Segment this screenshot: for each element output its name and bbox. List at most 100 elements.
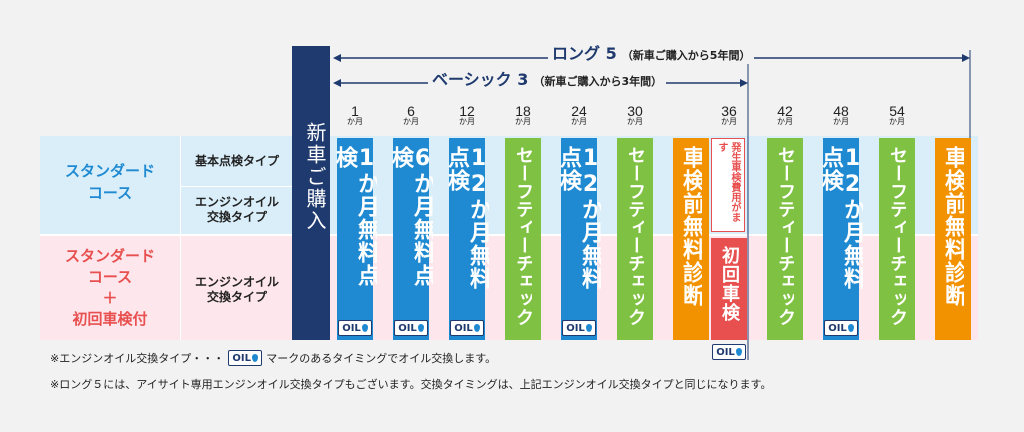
month-unit: か月 [403,117,419,126]
oil-drop-icon [252,354,259,362]
month-number: 12 [459,103,475,119]
inspection-fee-box: 発生車検費用がます [711,138,745,232]
oil-drop-icon [735,348,742,356]
standard-course-label: スタンダード コース [64,162,155,202]
service-column: 車検前無料診断 [673,138,709,340]
oil-drop-icon [473,324,480,332]
oil-drop-icon [847,324,854,332]
service-label: 車検前無料診断 [680,146,702,307]
oil-mark-legend: OIL [228,350,263,366]
month-number: 42 [777,103,793,119]
oil-badge-text: OIL [454,322,473,334]
service-label: セーフティーチェック [776,146,794,326]
month-unit: か月 [347,117,363,126]
long5-title-text: ロング 5 [552,44,617,63]
service-label: 12か月無料点検 [819,146,863,290]
service-label: 1か月無料点検 [333,146,377,287]
month-marker: 36 か月 [709,104,749,126]
month-marker: 30 か月 [615,104,655,126]
service-label: 6か月無料点検 [389,146,433,287]
service-label: 初回車検 [719,246,740,322]
month-marker: 12 か月 [447,104,487,126]
service-label: セーフティーチェック [514,146,532,326]
oil-change-badge: OIL [394,320,428,336]
basic3-arrow-left [333,79,341,87]
month-unit: か月 [833,117,849,126]
long5-arrow-left [333,54,341,62]
new-car-purchase-column [292,46,330,340]
month-number: 36 [721,103,737,119]
month-unit: か月 [515,117,531,126]
oil-change-badge: OIL [338,320,372,336]
service-column: 6か月無料点検 [389,138,433,340]
service-column: 12か月無料点検 [557,138,601,340]
basic3-subtitle: （新車ご購入から3年間） [533,75,663,88]
month-marker: 18 か月 [503,104,543,126]
month-number: 54 [889,103,905,119]
engine-oil-type-label-1: エンジンオイル 交換タイプ [194,195,279,224]
long5-arrow-right [962,54,970,62]
service-column: 12か月無料点検 [819,138,863,340]
service-column: セーフティーチェック [617,138,653,340]
month-marker: 6 か月 [391,104,431,126]
oil-drop-icon [361,324,368,332]
month-marker: 24 か月 [559,104,599,126]
oil-drop-icon [585,324,592,332]
long5-title: ロング 5 （新車ご購入から5年間） [548,40,755,64]
month-unit: か月 [459,117,475,126]
service-column: 初回車検 [711,238,747,340]
month-unit: か月 [571,117,587,126]
oil-badge-text: OIL [828,322,847,334]
long5-subtitle: （新車ご購入から5年間） [621,49,751,62]
basic3-title: ベーシック 3 （新車ご購入から3年間） [428,66,667,90]
oil-badge-text: OIL [398,322,417,334]
inspection-fee-text: 発生車検費用がます [716,142,740,222]
oil-badge-text: OIL [566,322,585,334]
note-eyesight-oil: ※ロング５には、アイサイト専用エンジンオイル交換タイプもございます。交換タイミン… [50,378,772,391]
month-unit: か月 [627,117,643,126]
service-label: 12か月無料点検 [445,146,489,290]
service-column: 1か月無料点検 [333,138,377,340]
subrow-divider [180,186,292,187]
oil-badge-text: OIL [342,322,361,334]
oil-mark-legend-text: OIL [232,352,252,364]
oil-change-badge: OIL [824,320,858,336]
new-car-purchase-label: 新車ご購入 [303,122,327,232]
service-label: 12か月無料点検 [557,146,601,290]
month-number: 30 [627,103,643,119]
engine-oil-type-label-2: エンジンオイル 交換タイプ [194,275,279,304]
oil-change-badge: OIL [712,344,746,360]
oil-drop-icon [417,324,424,332]
service-column: セーフティーチェック [879,138,915,340]
service-column: 12か月無料点検 [445,138,489,340]
standard-plus-label: スタンダード コース ＋ 初回車検付 [64,247,155,328]
service-column: 車検前無料診断 [935,138,971,340]
service-column: セーフティーチェック [767,138,803,340]
month-number: 48 [833,103,849,119]
service-column: セーフティーチェック [505,138,541,340]
month-marker: 48 か月 [821,104,861,126]
month-unit: か月 [721,117,737,126]
month-marker: 1 か月 [335,104,375,126]
month-number: 1 [351,103,359,119]
month-number: 18 [515,103,531,119]
basic-check-type-label: 基本点検タイプ [194,154,279,168]
month-marker: 42 か月 [765,104,805,126]
label-col-divider [180,136,181,340]
month-unit: か月 [889,117,905,126]
note1-pre: ※エンジンオイル交換タイプ・・・ [50,352,225,365]
service-label: セーフティーチェック [888,146,906,326]
month-unit: か月 [777,117,793,126]
basic3-title-text: ベーシック 3 [432,70,529,89]
note1-post: マークのあるタイミングでオイル交換します。 [266,352,497,365]
service-label: セーフティーチェック [626,146,644,326]
oil-change-badge: OIL [450,320,484,336]
basic3-arrow-right [740,79,748,87]
month-marker: 54 か月 [877,104,917,126]
service-label: 車検前無料診断 [942,146,964,307]
note-oil-timing: ※エンジンオイル交換タイプ・・・ OIL マークのあるタイミングでオイル交換しま… [50,350,496,366]
month-number: 24 [571,103,587,119]
month-number: 6 [407,103,415,119]
oil-change-badge: OIL [562,320,596,336]
